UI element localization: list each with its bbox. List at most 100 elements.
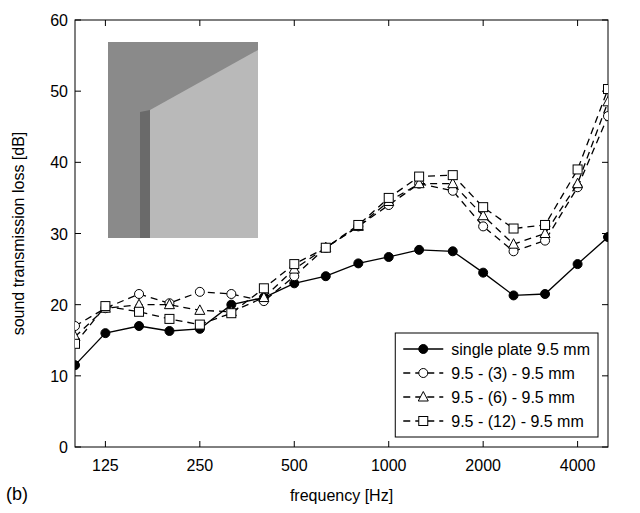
series-marker bbox=[164, 299, 174, 309]
series bbox=[75, 96, 608, 340]
x-tick bbox=[199, 441, 200, 447]
series-marker bbox=[75, 322, 80, 331]
series-marker bbox=[541, 220, 550, 229]
series-marker bbox=[165, 314, 174, 323]
series-marker bbox=[195, 287, 204, 296]
photo-panel bbox=[150, 50, 258, 238]
series-marker bbox=[290, 260, 299, 269]
series-marker bbox=[479, 268, 488, 277]
plot-area bbox=[75, 85, 608, 370]
series-marker bbox=[509, 239, 519, 249]
series bbox=[75, 233, 608, 370]
series-marker bbox=[165, 326, 174, 335]
photo-panel-edge bbox=[140, 110, 150, 238]
legend-label: 9.5 - (3) - 9.5 mm bbox=[451, 365, 575, 382]
x-tick bbox=[105, 441, 106, 447]
x-tick-label: 2000 bbox=[465, 457, 501, 474]
plot-frame bbox=[75, 20, 608, 447]
series-line bbox=[75, 102, 608, 337]
series-marker bbox=[415, 245, 424, 254]
x-tick bbox=[294, 441, 295, 447]
series-line bbox=[75, 116, 608, 326]
y-tick-label: 60 bbox=[50, 12, 68, 29]
series-marker bbox=[195, 320, 204, 329]
y-tick bbox=[75, 233, 81, 234]
y-tick bbox=[75, 162, 81, 163]
series-marker bbox=[415, 172, 424, 181]
series-marker bbox=[384, 193, 393, 202]
series-marker bbox=[448, 247, 457, 256]
x-tick-label: 4000 bbox=[560, 457, 596, 474]
series-marker bbox=[165, 299, 174, 308]
x-tick-label: 125 bbox=[92, 457, 119, 474]
series-marker bbox=[603, 96, 608, 106]
x-tick bbox=[483, 441, 484, 447]
y-tick bbox=[602, 20, 608, 21]
x-tick bbox=[388, 441, 389, 447]
series-marker bbox=[101, 302, 110, 311]
series-marker bbox=[448, 171, 457, 180]
y-tick bbox=[602, 304, 608, 305]
y-tick-label: 50 bbox=[50, 83, 68, 100]
series-line bbox=[75, 237, 608, 365]
y-tick-label: 40 bbox=[50, 154, 68, 171]
series-marker bbox=[135, 322, 144, 331]
x-tick bbox=[294, 20, 295, 26]
series-line bbox=[75, 89, 608, 344]
panel-label: (b) bbox=[6, 484, 28, 504]
legend-marker bbox=[418, 392, 428, 402]
y-tick-label: 10 bbox=[50, 368, 68, 385]
legend-label: 9.5 - (12) - 9.5 mm bbox=[451, 413, 583, 430]
legend-marker bbox=[419, 369, 428, 378]
y-tick bbox=[602, 375, 608, 376]
y-tick bbox=[75, 375, 81, 376]
photo-inset bbox=[108, 42, 258, 238]
series-marker bbox=[135, 307, 144, 316]
x-tick bbox=[483, 20, 484, 26]
legend-marker bbox=[419, 345, 428, 354]
series-marker bbox=[101, 329, 110, 338]
series-marker bbox=[321, 243, 330, 252]
photo-background bbox=[108, 42, 258, 238]
series-marker bbox=[259, 292, 269, 302]
series-marker bbox=[384, 252, 393, 261]
y-tick bbox=[602, 447, 608, 448]
series-marker bbox=[573, 178, 583, 188]
x-tick-label: 250 bbox=[186, 457, 213, 474]
y-tick-label: 0 bbox=[59, 439, 68, 456]
x-tick bbox=[388, 20, 389, 26]
series bbox=[75, 112, 608, 331]
series-marker bbox=[353, 221, 363, 231]
x-tick bbox=[577, 20, 578, 26]
series-marker bbox=[135, 289, 144, 298]
y-tick bbox=[75, 20, 81, 21]
chart: 0102030405060125250500100020004000freque… bbox=[0, 0, 640, 513]
series-marker bbox=[479, 203, 488, 212]
series-marker bbox=[509, 224, 518, 233]
x-tick-label: 500 bbox=[281, 457, 308, 474]
series-marker bbox=[75, 361, 80, 370]
y-tick bbox=[75, 447, 81, 448]
series-marker bbox=[604, 233, 609, 242]
series-marker bbox=[479, 222, 488, 231]
series-marker bbox=[541, 289, 550, 298]
series-marker bbox=[354, 220, 363, 229]
series-marker bbox=[573, 165, 582, 174]
series-marker bbox=[321, 272, 330, 281]
series-marker bbox=[354, 259, 363, 268]
x-tick bbox=[577, 441, 578, 447]
x-tick bbox=[199, 20, 200, 26]
series-marker bbox=[509, 291, 518, 300]
legend-label: 9.5 - (6) - 9.5 mm bbox=[451, 389, 575, 406]
legend-marker bbox=[419, 417, 428, 426]
series-marker bbox=[259, 284, 268, 293]
series-marker bbox=[321, 243, 330, 252]
series-marker bbox=[195, 305, 205, 315]
series-marker bbox=[573, 260, 582, 269]
y-axis-title: sound transmission loss [dB] bbox=[10, 132, 27, 336]
y-tick bbox=[602, 162, 608, 163]
legend: single plate 9.5 mm 9.5 - (3) - 9.5 mm 9.5… bbox=[395, 333, 598, 437]
legend-label: single plate 9.5 mm bbox=[451, 341, 590, 358]
series-marker bbox=[227, 309, 236, 318]
y-tick-label: 20 bbox=[50, 297, 68, 314]
